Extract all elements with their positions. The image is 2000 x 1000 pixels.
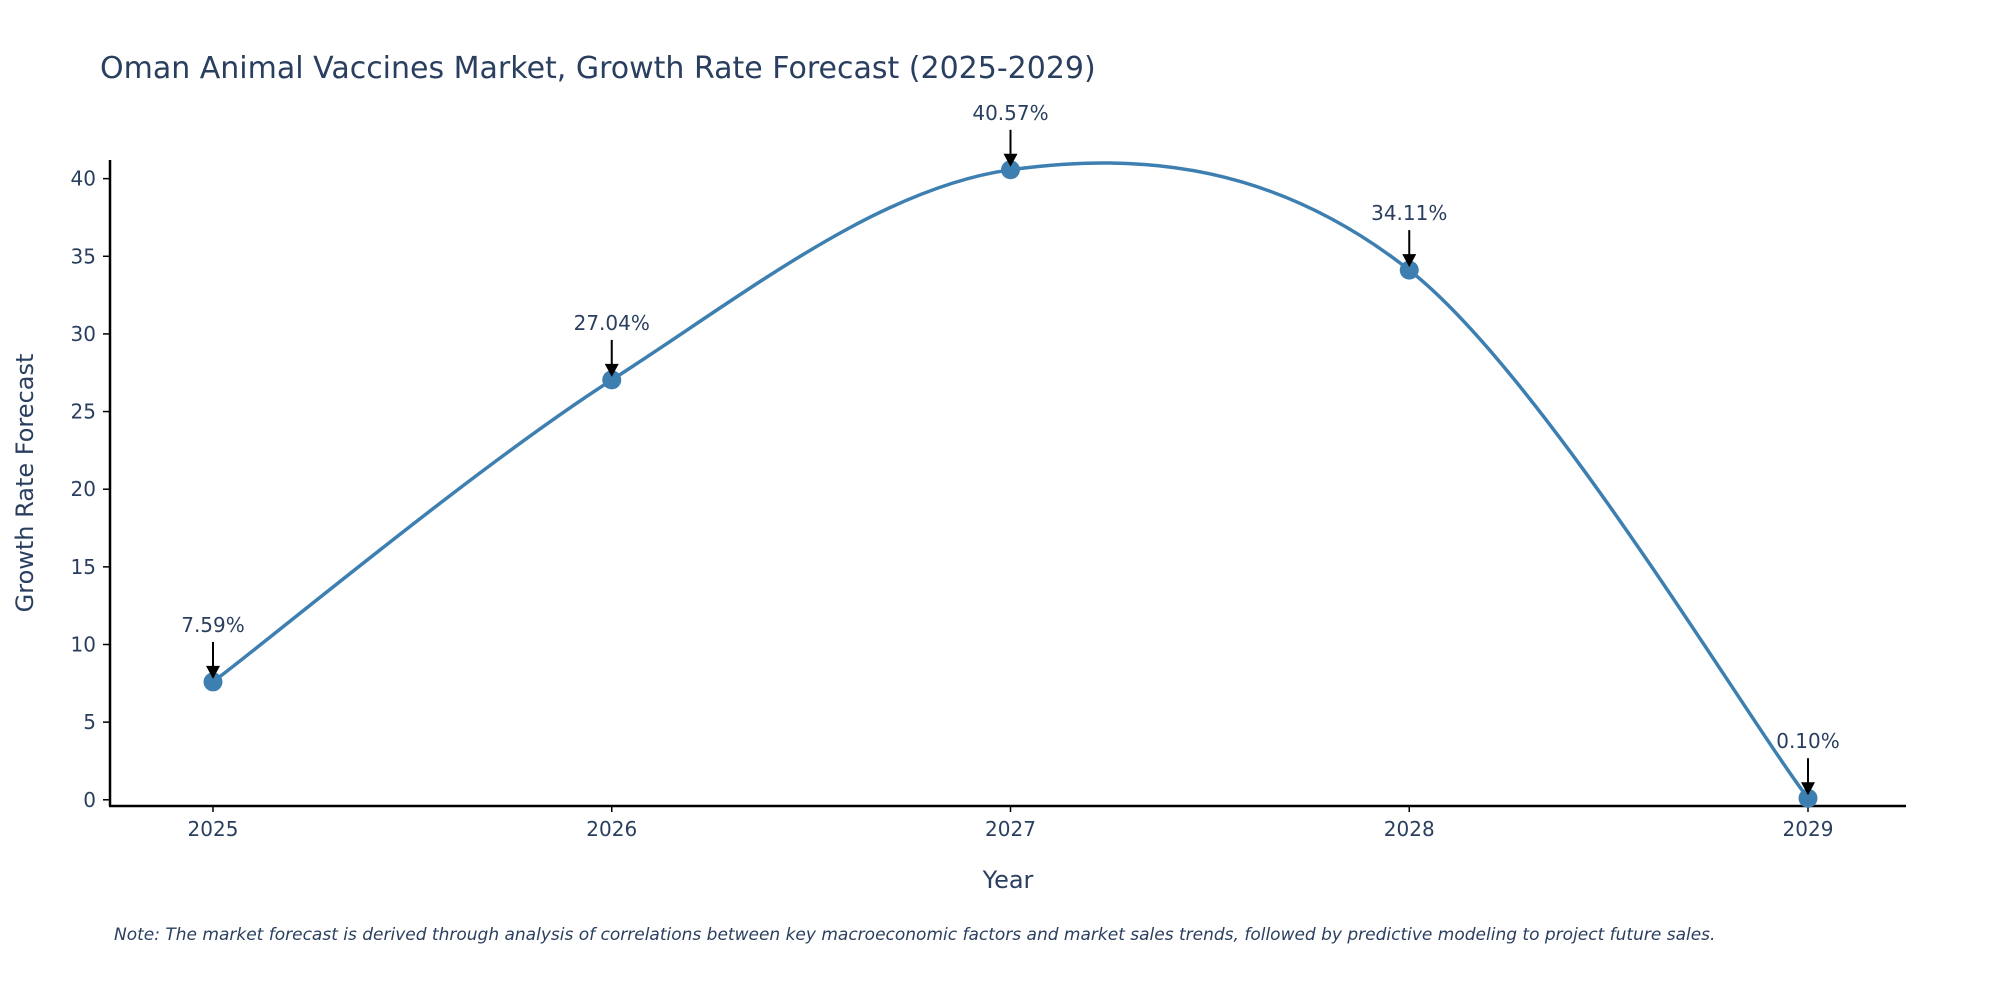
annotation-arrowhead (1003, 153, 1018, 167)
data-label: 7.59% (181, 613, 245, 637)
annotation-arrowhead (206, 665, 220, 679)
x-tick-label: 2029 (1783, 817, 1834, 841)
chart-title: Oman Animal Vaccines Market, Growth Rate… (100, 51, 1096, 86)
data-label: 27.04% (574, 311, 650, 335)
chart-note: Note: The market forecast is derived thr… (114, 925, 1715, 945)
x-tick-label: 2026 (586, 817, 637, 841)
x-tick-label: 2025 (188, 817, 239, 841)
annotation-arrowhead (1402, 254, 1417, 268)
annotation-arrowhead (1801, 782, 1815, 796)
data-point (1798, 788, 1818, 808)
data-point (203, 672, 223, 692)
data-point (1399, 260, 1419, 280)
y-axis-title: Growth Rate Forecast (11, 354, 39, 613)
y-tick-label: 35 (71, 244, 96, 268)
y-tick-label: 10 (71, 633, 96, 657)
data-label: 34.11% (1371, 201, 1447, 225)
y-tick-label: 40 (71, 167, 96, 191)
y-tick-label: 0 (83, 788, 96, 812)
data-annotations: 7.59% 27.04% 40.57% 34.11% 0.10% (181, 101, 1840, 796)
data-markers (203, 160, 1818, 808)
data-label: 40.57% (972, 101, 1048, 125)
x-axis-title: Year (982, 866, 1034, 894)
x-axis-ticks: 2025 2026 2027 2028 2029 (188, 806, 1834, 841)
y-tick-label: 5 (83, 710, 96, 734)
y-tick-label: 25 (71, 400, 96, 424)
data-label: 0.10% (1776, 729, 1840, 753)
y-axis-ticks: 0 5 10 15 20 25 30 35 40 (71, 167, 110, 812)
x-tick-label: 2027 (985, 817, 1036, 841)
data-point (602, 370, 622, 390)
y-tick-label: 15 (71, 555, 96, 579)
annotation-arrowhead (604, 363, 619, 377)
series-line (211, 161, 1810, 800)
y-tick-label: 20 (71, 477, 96, 501)
x-tick-label: 2028 (1384, 817, 1435, 841)
data-point (1001, 160, 1020, 180)
y-tick-label: 30 (71, 322, 96, 346)
